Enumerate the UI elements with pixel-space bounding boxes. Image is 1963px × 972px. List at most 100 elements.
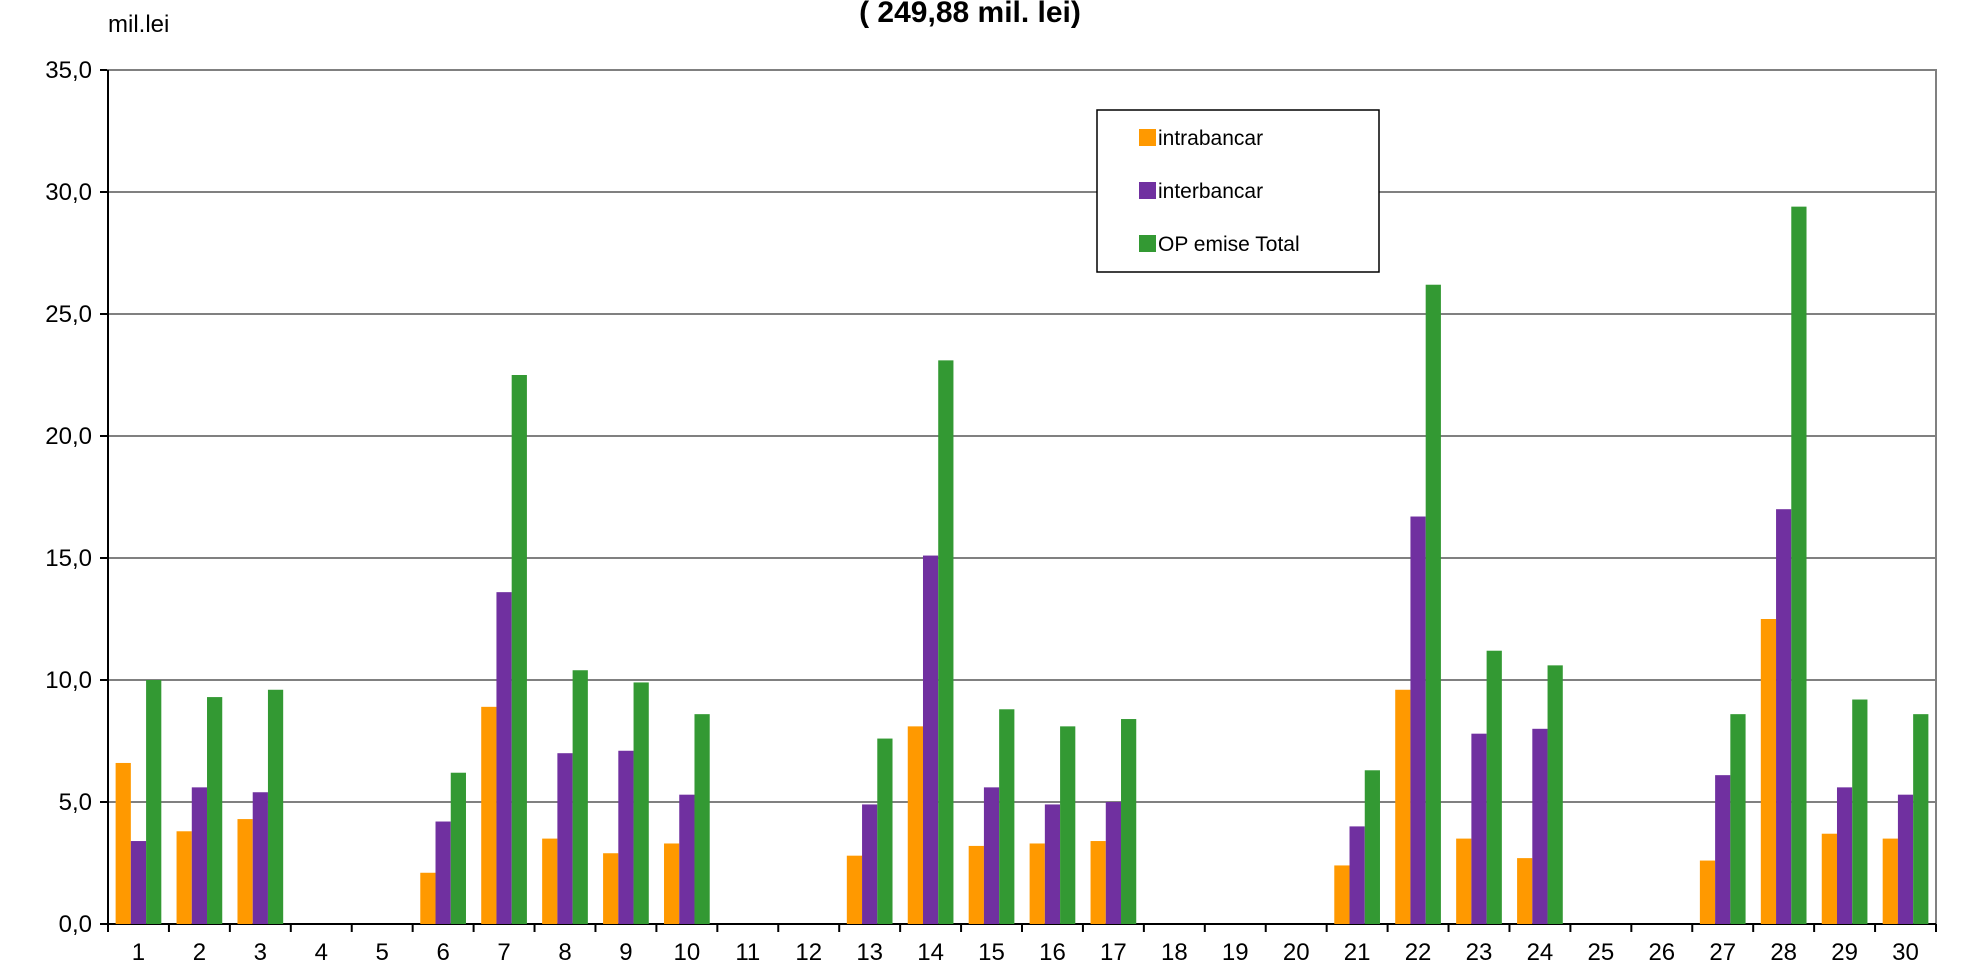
bar-interbancar-28 [1776,509,1792,924]
x-tick-label: 6 [436,939,449,966]
bar-interbancar-14 [922,555,939,924]
x-tick-label: 5 [376,939,389,966]
bar-op-emise-total-24 [1547,665,1563,924]
bar-interbancar-24 [1532,728,1548,924]
bar-intrabancar-13 [846,855,863,924]
bar-op-emise-total-17 [1121,719,1137,924]
y-unit-label: mil.lei [108,11,169,38]
x-tick-label: 2 [193,939,206,966]
bar-op-emise-total-9 [633,682,649,924]
bar-op-emise-total-1 [146,680,162,924]
bar-intrabancar-27 [1699,860,1716,924]
bar-intrabancar-1 [115,762,131,924]
legend-swatch [1139,129,1156,146]
x-tick-label: 23 [1466,939,1493,966]
bar-interbancar-3 [252,792,268,924]
bar-intrabancar-22 [1395,689,1411,924]
legend: intrabancar interbancar OP emise Total [1096,109,1380,273]
bar-intrabancar-7 [481,706,497,924]
bar-op-emise-total-2 [207,697,223,924]
bars [115,206,1929,925]
bar-interbancar-22 [1410,516,1426,924]
x-tick-label: 17 [1100,939,1127,966]
bar-intrabancar-24 [1517,858,1533,924]
bar-intrabancar-10 [664,843,680,924]
axes [100,69,1937,932]
bar-intrabancar-30 [1882,838,1898,924]
bar-intrabancar-17 [1090,841,1106,924]
bar-intrabancar-3 [237,819,253,924]
bar-interbancar-2 [191,787,208,924]
y-tick-label: 0,0 [59,911,92,938]
y-tick-label: 30,0 [45,179,92,206]
bar-intrabancar-16 [1029,843,1045,924]
bar-intrabancar-15 [968,845,984,924]
x-tick-label: 3 [254,939,267,966]
x-tick-label: 25 [1588,939,1615,966]
x-tick-label: 18 [1161,939,1188,966]
bar-op-emise-total-6 [450,772,466,924]
y-tick-label: 35,0 [45,57,92,84]
bar-op-emise-total-21 [1364,770,1380,924]
bar-op-emise-total-28 [1791,206,1807,924]
x-tick-label: 15 [978,939,1005,966]
bar-op-emise-total-13 [877,738,893,924]
legend-swatch [1139,235,1156,252]
bar-intrabancar-6 [420,872,436,924]
y-tick-label: 20,0 [45,423,92,450]
x-tick-label: 22 [1405,939,1432,966]
bar-op-emise-total-23 [1486,650,1502,924]
bar-intrabancar-29 [1821,833,1837,924]
bar-op-emise-total-22 [1425,284,1441,925]
bar-interbancar-17 [1105,802,1122,924]
bar-interbancar-9 [618,750,634,924]
bar-intrabancar-21 [1334,865,1350,924]
legend-label: intrabancar [1158,127,1263,150]
x-tick-label: 20 [1283,939,1310,966]
bar-intrabancar-14 [907,726,923,924]
bar-interbancar-6 [435,821,451,924]
y-tick-label: 25,0 [45,301,92,328]
bar-op-emise-total-15 [999,709,1015,924]
x-tick-label: 14 [917,939,944,966]
x-tick-label: 26 [1648,939,1675,966]
y-tick-labels: 0,0 5,0 10,0 15,0 20,0 25,0 30,0 35,0 [45,57,92,938]
x-tick-label: 12 [795,939,822,966]
x-tick-label: 27 [1709,939,1736,966]
x-tick-label: 11 [735,939,760,966]
x-tick-label: 1 [132,939,145,966]
bar-interbancar-8 [557,753,573,924]
bar-intrabancar-2 [176,831,192,924]
x-tick-label: 9 [619,939,632,966]
legend-label: interbancar [1158,180,1263,203]
x-tick-label: 19 [1222,939,1249,966]
x-tick-label: 29 [1831,939,1858,966]
bar-interbancar-21 [1349,826,1365,924]
x-tick-label: 7 [497,939,510,966]
bar-interbancar-7 [496,592,512,924]
bar-interbancar-13 [862,804,878,924]
bar-op-emise-total-30 [1913,714,1929,924]
x-tick-labels: 1 2 3 4 5 6 7 8 9 10 11 12 13 14 15 16 17 18 19 20 21 22 23 24 2… [132,939,1919,966]
bar-op-emise-total-3 [267,689,284,924]
bar-interbancar-1 [130,841,147,924]
bar-op-emise-total-8 [572,670,588,924]
bar-op-emise-total-10 [694,714,710,924]
bar-interbancar-16 [1044,804,1061,924]
bar-interbancar-23 [1471,733,1487,924]
bar-intrabancar-23 [1456,838,1472,924]
bar-op-emise-total-16 [1060,726,1076,924]
bar-interbancar-29 [1836,787,1853,924]
legend-swatch [1139,182,1156,199]
legend-label: OP emise Total [1158,233,1300,256]
x-tick-label: 28 [1770,939,1797,966]
x-tick-label: 16 [1039,939,1066,966]
bar-interbancar-27 [1715,775,1731,924]
x-tick-label: 24 [1527,939,1554,966]
x-tick-label: 21 [1344,939,1371,966]
x-tick-label: 8 [558,939,571,966]
x-tick-label: 10 [674,939,701,966]
x-tick-label: 4 [315,939,328,966]
